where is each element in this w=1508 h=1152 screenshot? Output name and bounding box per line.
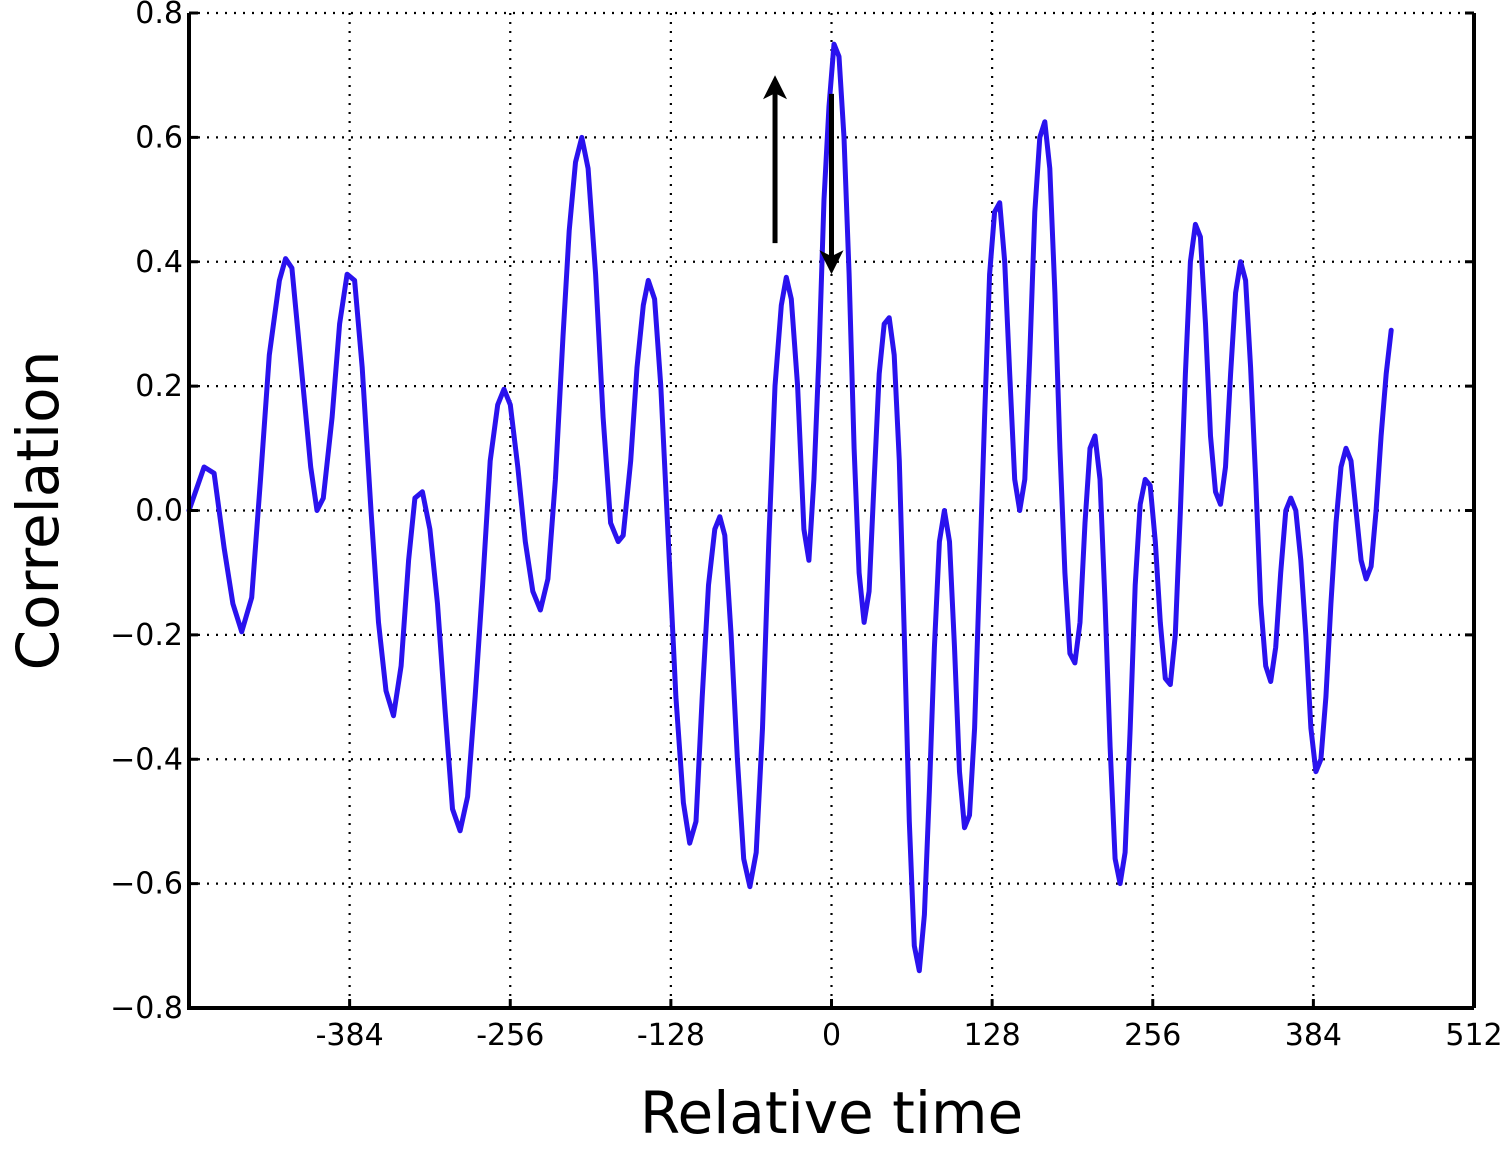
series-line [186, 41, 1394, 974]
x-tick-label: 512 [1445, 1018, 1502, 1053]
y-tick-label: 0.2 [135, 369, 183, 404]
arrow-down-annotation [819, 93, 844, 275]
x-tick-label: -128 [637, 1018, 705, 1053]
y-tick-label: −0.4 [110, 742, 183, 777]
y-axis-title: Correlation [4, 351, 72, 671]
arrow-head [763, 75, 788, 100]
x-tick-label: 384 [1285, 1018, 1342, 1053]
x-tick-label: -256 [476, 1018, 544, 1053]
series-layer [186, 41, 1394, 974]
arrow-up-annotation [763, 75, 788, 244]
y-tick-label: −0.6 [110, 867, 183, 902]
arrow-head [819, 250, 844, 275]
x-tick-label: -384 [316, 1018, 384, 1053]
y-tick-label: 0.8 [135, 0, 183, 31]
x-tick-label: 128 [963, 1018, 1020, 1053]
tick-labels: 0.8 0.6 0.4 0.2 0.0 −0.2 −0.4 −0.6 −0.8 -384 -256 -… [110, 0, 1502, 1053]
y-tick-label: 0.6 [135, 120, 183, 155]
y-tick-label: −0.8 [110, 991, 183, 1026]
y-tick-label: 0.4 [135, 245, 183, 280]
axes [187, 11, 1476, 1010]
y-tick-label: −0.2 [110, 618, 183, 653]
y-tick-label: 0.0 [135, 494, 183, 529]
x-axis-title: Relative time [640, 1079, 1023, 1147]
annotations [763, 75, 844, 275]
x-tick-label: 0 [822, 1018, 841, 1053]
x-tick-label: 256 [1124, 1018, 1181, 1053]
